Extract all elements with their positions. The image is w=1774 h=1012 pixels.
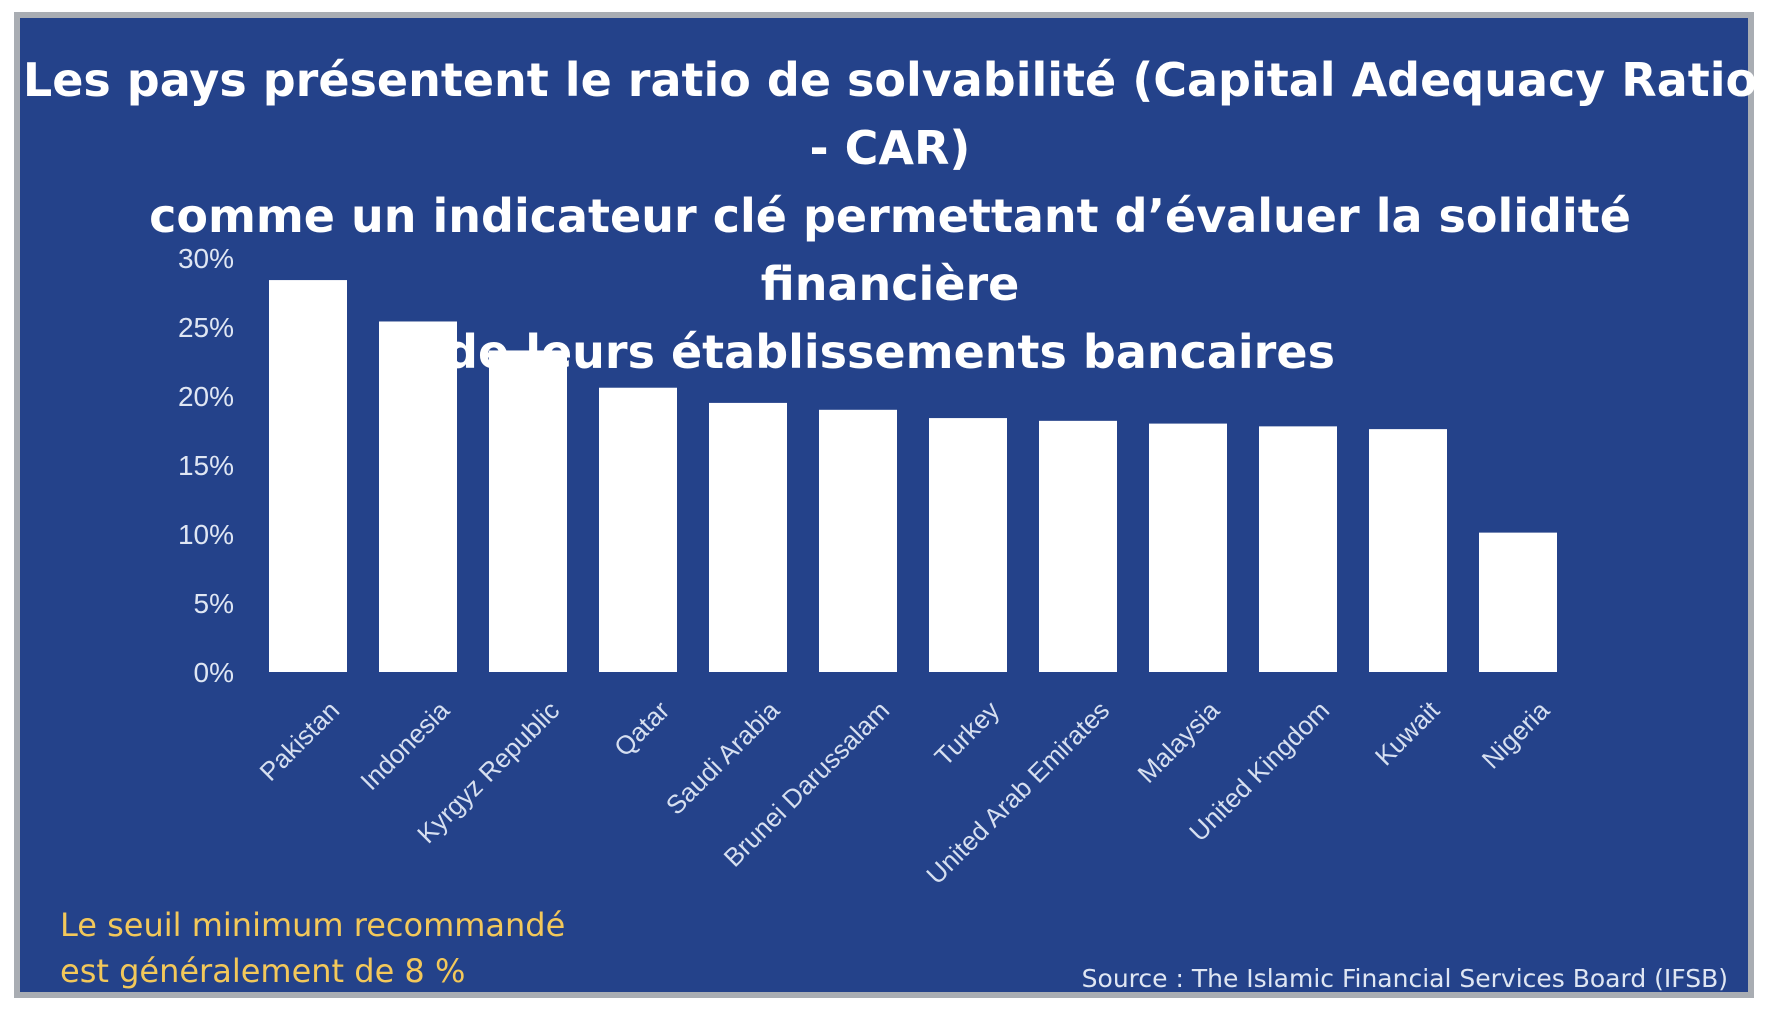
x-category-label: Turkey xyxy=(929,695,1006,772)
y-tick-label: 15% xyxy=(178,450,234,481)
chart-panel: Les pays présentent le ratio de solvabil… xyxy=(14,12,1757,998)
chart-title-line-1: Les pays présentent le ratio de solvabil… xyxy=(22,53,1758,175)
threshold-note: Le seuil minimum recommandé est générale… xyxy=(60,902,565,994)
bar xyxy=(489,350,567,672)
bar xyxy=(1039,420,1117,672)
bar xyxy=(819,409,897,672)
bar xyxy=(599,387,677,672)
x-category-label: Kuwait xyxy=(1369,694,1446,771)
bar xyxy=(1149,423,1227,672)
bar xyxy=(379,321,457,672)
threshold-note-line-1: Le seuil minimum recommandé xyxy=(60,906,566,944)
x-category-label: United Arab Emirates xyxy=(920,695,1115,890)
bar xyxy=(269,280,347,672)
chart-title-line-3: de leurs établissements bancaires xyxy=(445,325,1335,379)
bar xyxy=(709,402,787,672)
source-credit: Source : The Islamic Financial Services … xyxy=(1081,964,1728,993)
threshold-note-line-2: est généralement de 8 % xyxy=(60,952,466,990)
x-category-label: Indonesia xyxy=(354,695,455,796)
bars xyxy=(269,280,1557,672)
y-tick-label: 25% xyxy=(178,312,234,343)
chart-title: Les pays présentent le ratio de solvabil… xyxy=(20,46,1760,386)
x-category-label: Nigeria xyxy=(1476,695,1556,775)
x-category-label: Malaysia xyxy=(1131,695,1225,789)
x-category-label: Qatar xyxy=(608,695,675,762)
y-tick-label: 0% xyxy=(194,657,234,688)
y-axis-tick-labels: 0% 5% 10% 15% 20% 25% 30% xyxy=(178,243,234,688)
y-tick-label: 30% xyxy=(178,243,234,274)
y-tick-label: 10% xyxy=(178,519,234,550)
bar xyxy=(1479,532,1557,672)
chart-title-line-2: comme un indicateur clé permettant d’éva… xyxy=(149,189,1631,311)
bar-chart: 0% 5% 10% 15% 20% 25% 30% Pakistan IndonesiaKyr… xyxy=(178,243,1557,890)
x-category-label: Pakistan xyxy=(254,695,346,787)
bar xyxy=(1259,426,1337,672)
y-tick-label: 20% xyxy=(178,381,234,412)
bar xyxy=(929,418,1007,672)
y-tick-label: 5% xyxy=(194,588,234,619)
bar xyxy=(1369,429,1447,672)
